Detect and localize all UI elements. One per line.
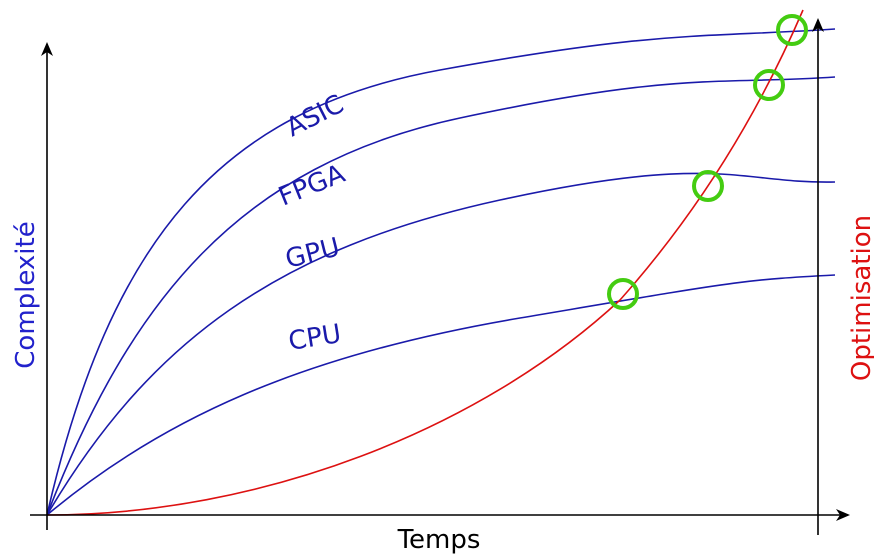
cpu-intersection-marker (607, 278, 639, 310)
fpga-intersection-marker (753, 69, 785, 101)
asic-label: ASIC (282, 89, 349, 143)
optimisation-curve (46, 9, 804, 516)
left-y-axis-title: Complexité (11, 221, 41, 368)
cpu-label: CPU (286, 319, 343, 357)
asic-intersection-marker (776, 14, 808, 46)
gpu-curve (46, 172, 836, 516)
right-y-axis-title: Optimisation (847, 215, 874, 381)
asic-curve (46, 28, 836, 516)
x-axis-title: Temps (397, 525, 481, 555)
cpu-curve (46, 274, 836, 516)
gpu-label: GPU (282, 232, 342, 274)
gpu-intersection-marker (692, 170, 724, 202)
fpga-label: FPGA (274, 159, 349, 213)
fpga-curve (46, 76, 836, 516)
